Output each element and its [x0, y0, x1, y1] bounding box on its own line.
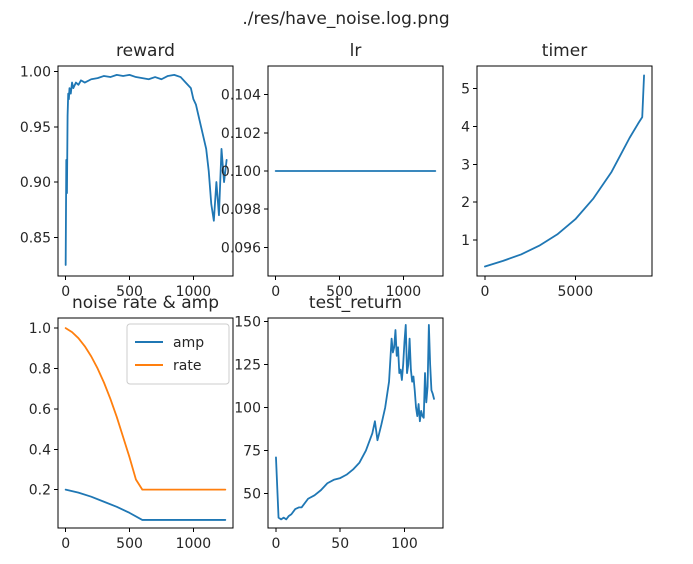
noise-xtick-label: 1000	[176, 536, 212, 552]
noise-xtick-label: 0	[61, 536, 70, 552]
reward-xtick-label: 500	[116, 284, 143, 300]
test_return-xtick-label: 50	[331, 536, 349, 552]
noise-legend: amp rate	[126, 323, 230, 385]
lr-ytick-label: 0.100	[221, 164, 261, 180]
timer-series-0-line	[484, 74, 645, 268]
test_return-axes-frame	[267, 317, 444, 529]
noise-ytick-label: 1.0	[29, 321, 51, 337]
test_return-title: test_return	[309, 293, 402, 313]
reward-ytick-label: 0.95	[20, 120, 51, 136]
lr-ytick-label: 0.104	[221, 88, 261, 104]
noise-ytick-label: 0.2	[29, 483, 51, 499]
legend-label-amp: amp	[173, 335, 204, 351]
reward-xtick-label: 0	[61, 284, 70, 300]
test_return-ytick-label: 125	[234, 357, 261, 373]
timer-title: timer	[542, 41, 587, 61]
noise-series-group	[64, 327, 227, 521]
noise-title: noise rate & amp	[72, 293, 219, 313]
reward-ytick-label: 0.85	[20, 230, 51, 246]
test_return-series-0-line	[275, 323, 435, 521]
timer-xtick-label: 5000	[558, 284, 594, 300]
noise-legend-box	[126, 323, 230, 385]
noise-rate-amp-subplot: noise rate & amp 0 500 1000 0.2 0.4 0.6 0.8 1.0 a…	[29, 293, 234, 552]
lr-ytick-label: 0.098	[221, 202, 261, 218]
reward-subplot: reward 0 500 1000 0.85 0.90 0.95 1.00	[20, 41, 234, 300]
reward-ytick-label: 0.90	[20, 175, 51, 191]
timer-axes-frame	[476, 65, 653, 277]
test_return-xtick-label: 0	[272, 536, 281, 552]
noise-ytick-label: 0.6	[29, 402, 51, 418]
test_return-xtick-label: 100	[391, 536, 418, 552]
noise-axes-frame	[57, 317, 234, 529]
reward-ytick-label: 1.00	[20, 65, 51, 81]
timer-ytick-label: 2	[461, 195, 470, 211]
timer-series-group	[484, 74, 645, 268]
lr-subplot: lr 0 500 1000 0.096 0.098 0.100 0.102 0.104	[221, 41, 444, 300]
noise-ytick-label: 0.4	[29, 442, 51, 458]
timer-ytick-label: 5	[461, 82, 470, 98]
timer-ytick-label: 4	[461, 120, 470, 136]
lr-xtick-label: 0	[271, 284, 280, 300]
reward-series-group	[64, 73, 228, 266]
lr-ytick-label: 0.096	[221, 240, 261, 256]
test_return-ytick-label: 75	[243, 444, 261, 460]
figure-suptitle: ./res/have_noise.log.png	[242, 9, 449, 29]
timer-xtick-label: 0	[480, 284, 489, 300]
timer-subplot: timer 0 5000 1 2 3 4 5	[461, 41, 653, 300]
lr-ytick-label: 0.102	[221, 126, 261, 142]
noise-series-amp-line	[64, 488, 227, 521]
timer-ytick-label: 1	[461, 233, 470, 249]
reward-series-0-line	[64, 73, 228, 266]
noise-ytick-label: 0.8	[29, 361, 51, 377]
reward-xtick-label: 1000	[176, 284, 212, 300]
test_return-ytick-label: 100	[234, 401, 261, 417]
lr-xtick-label: 1000	[386, 284, 422, 300]
noise-series-rate-line	[64, 327, 227, 491]
test-return-subplot: test_return 0 50 100 50 75 100 125 150	[234, 293, 444, 552]
legend-label-rate: rate	[173, 358, 201, 374]
timer-ytick-label: 3	[461, 157, 470, 173]
test_return-series-group	[275, 323, 435, 521]
lr-title: lr	[350, 41, 362, 61]
noise-xtick-label: 500	[116, 536, 143, 552]
lr-xtick-label: 500	[326, 284, 353, 300]
reward-title: reward	[116, 41, 175, 61]
test_return-ytick-label: 50	[243, 487, 261, 503]
reward-axes-frame	[57, 65, 234, 277]
test_return-ytick-label: 150	[234, 314, 261, 330]
